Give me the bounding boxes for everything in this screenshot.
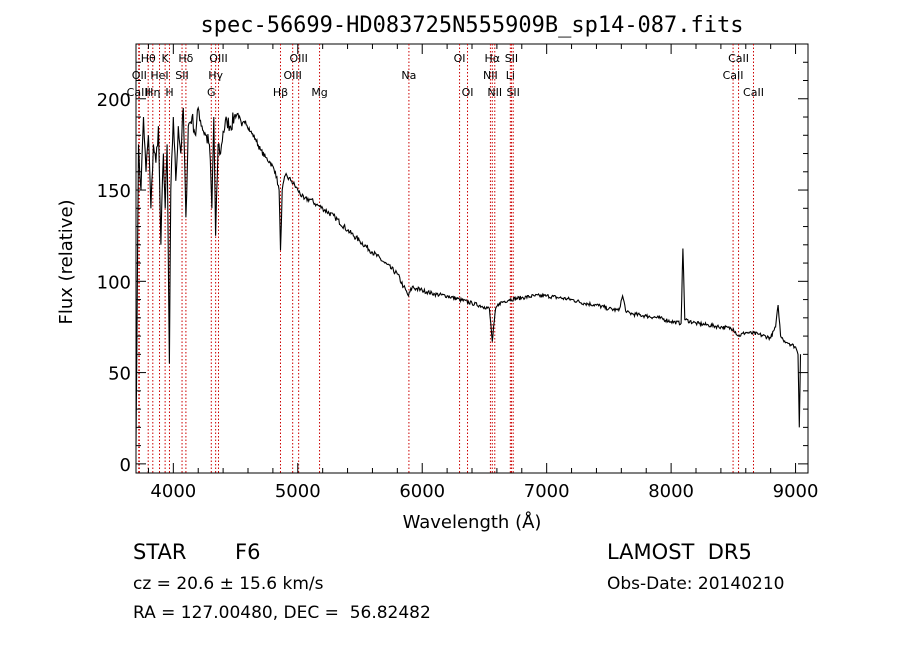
line-label: OIII — [289, 52, 307, 65]
survey-name: LAMOST DR5 — [607, 540, 752, 564]
line-label: Li — [506, 69, 515, 82]
line-label: Hδ — [178, 52, 193, 65]
x-tick-label: 4000 — [150, 481, 196, 502]
line-label: SII — [175, 69, 188, 82]
line-label: OII — [132, 69, 147, 82]
x-tick-label: 5000 — [275, 481, 321, 502]
sky-coordinates: RA = 127.00480, DEC = 56.82482 — [133, 603, 431, 623]
line-label: OIII — [283, 69, 301, 82]
spectrum-line — [135, 106, 802, 446]
spectral-line-labels: Hθ K Hδ OIII OIII OI Hα SII CaII OII HeI SII Hγ OIII N… — [127, 52, 764, 99]
y-tick-label: 200 — [97, 90, 131, 111]
spectral-subclass: F6 — [235, 540, 261, 564]
line-label: G — [207, 86, 216, 99]
x-tick-label: 7000 — [524, 481, 570, 502]
object-class: STAR — [133, 540, 187, 564]
line-label: OI — [462, 86, 474, 99]
line-label: SII — [505, 52, 518, 65]
line-label: OIII — [209, 52, 227, 65]
line-label: CaII — [728, 52, 749, 65]
line-label: Hγ — [208, 69, 223, 82]
line-label: K — [162, 52, 170, 65]
spectral-line-markers — [138, 44, 754, 473]
line-label: HeI — [150, 69, 168, 82]
x-axis-label: Wavelength (Å) — [403, 511, 542, 533]
line-label: Hη — [145, 86, 160, 99]
y-tick-label: 150 — [97, 181, 131, 202]
chart-title: spec-56699-HD083725N555909B_sp14-087.fit… — [200, 13, 743, 38]
radial-velocity: cz = 20.6 ± 15.6 km/s — [133, 574, 324, 594]
observation-date: Obs-Date: 20140210 — [607, 574, 785, 594]
y-tick-label: 100 — [97, 272, 131, 293]
y-axis-label: Flux (relative) — [56, 199, 77, 324]
line-label: OI — [454, 52, 466, 65]
line-label: NII — [487, 86, 502, 99]
line-label: H — [165, 86, 173, 99]
line-label: CaII — [743, 86, 764, 99]
x-tick-label: 9000 — [773, 481, 819, 502]
plot-frame — [135, 43, 809, 474]
x-tick-label: 6000 — [399, 481, 445, 502]
x-axis: 4000 5000 6000 7000 8000 9000 — [147, 44, 819, 502]
line-label: Mg — [311, 86, 327, 99]
y-tick-label: 0 — [120, 455, 131, 476]
line-label: Hβ — [273, 86, 288, 99]
line-label: SII — [506, 86, 519, 99]
y-axis: 0 50 100 150 200 — [97, 61, 808, 476]
line-label: NII — [483, 69, 498, 82]
x-tick-label: 8000 — [648, 481, 694, 502]
line-label: Hα — [485, 52, 501, 65]
line-label: CaII — [723, 69, 744, 82]
line-label: Na — [401, 69, 416, 82]
line-label: Hθ — [141, 52, 156, 65]
line-label: CaIII — [127, 86, 151, 99]
y-tick-label: 50 — [108, 364, 131, 385]
